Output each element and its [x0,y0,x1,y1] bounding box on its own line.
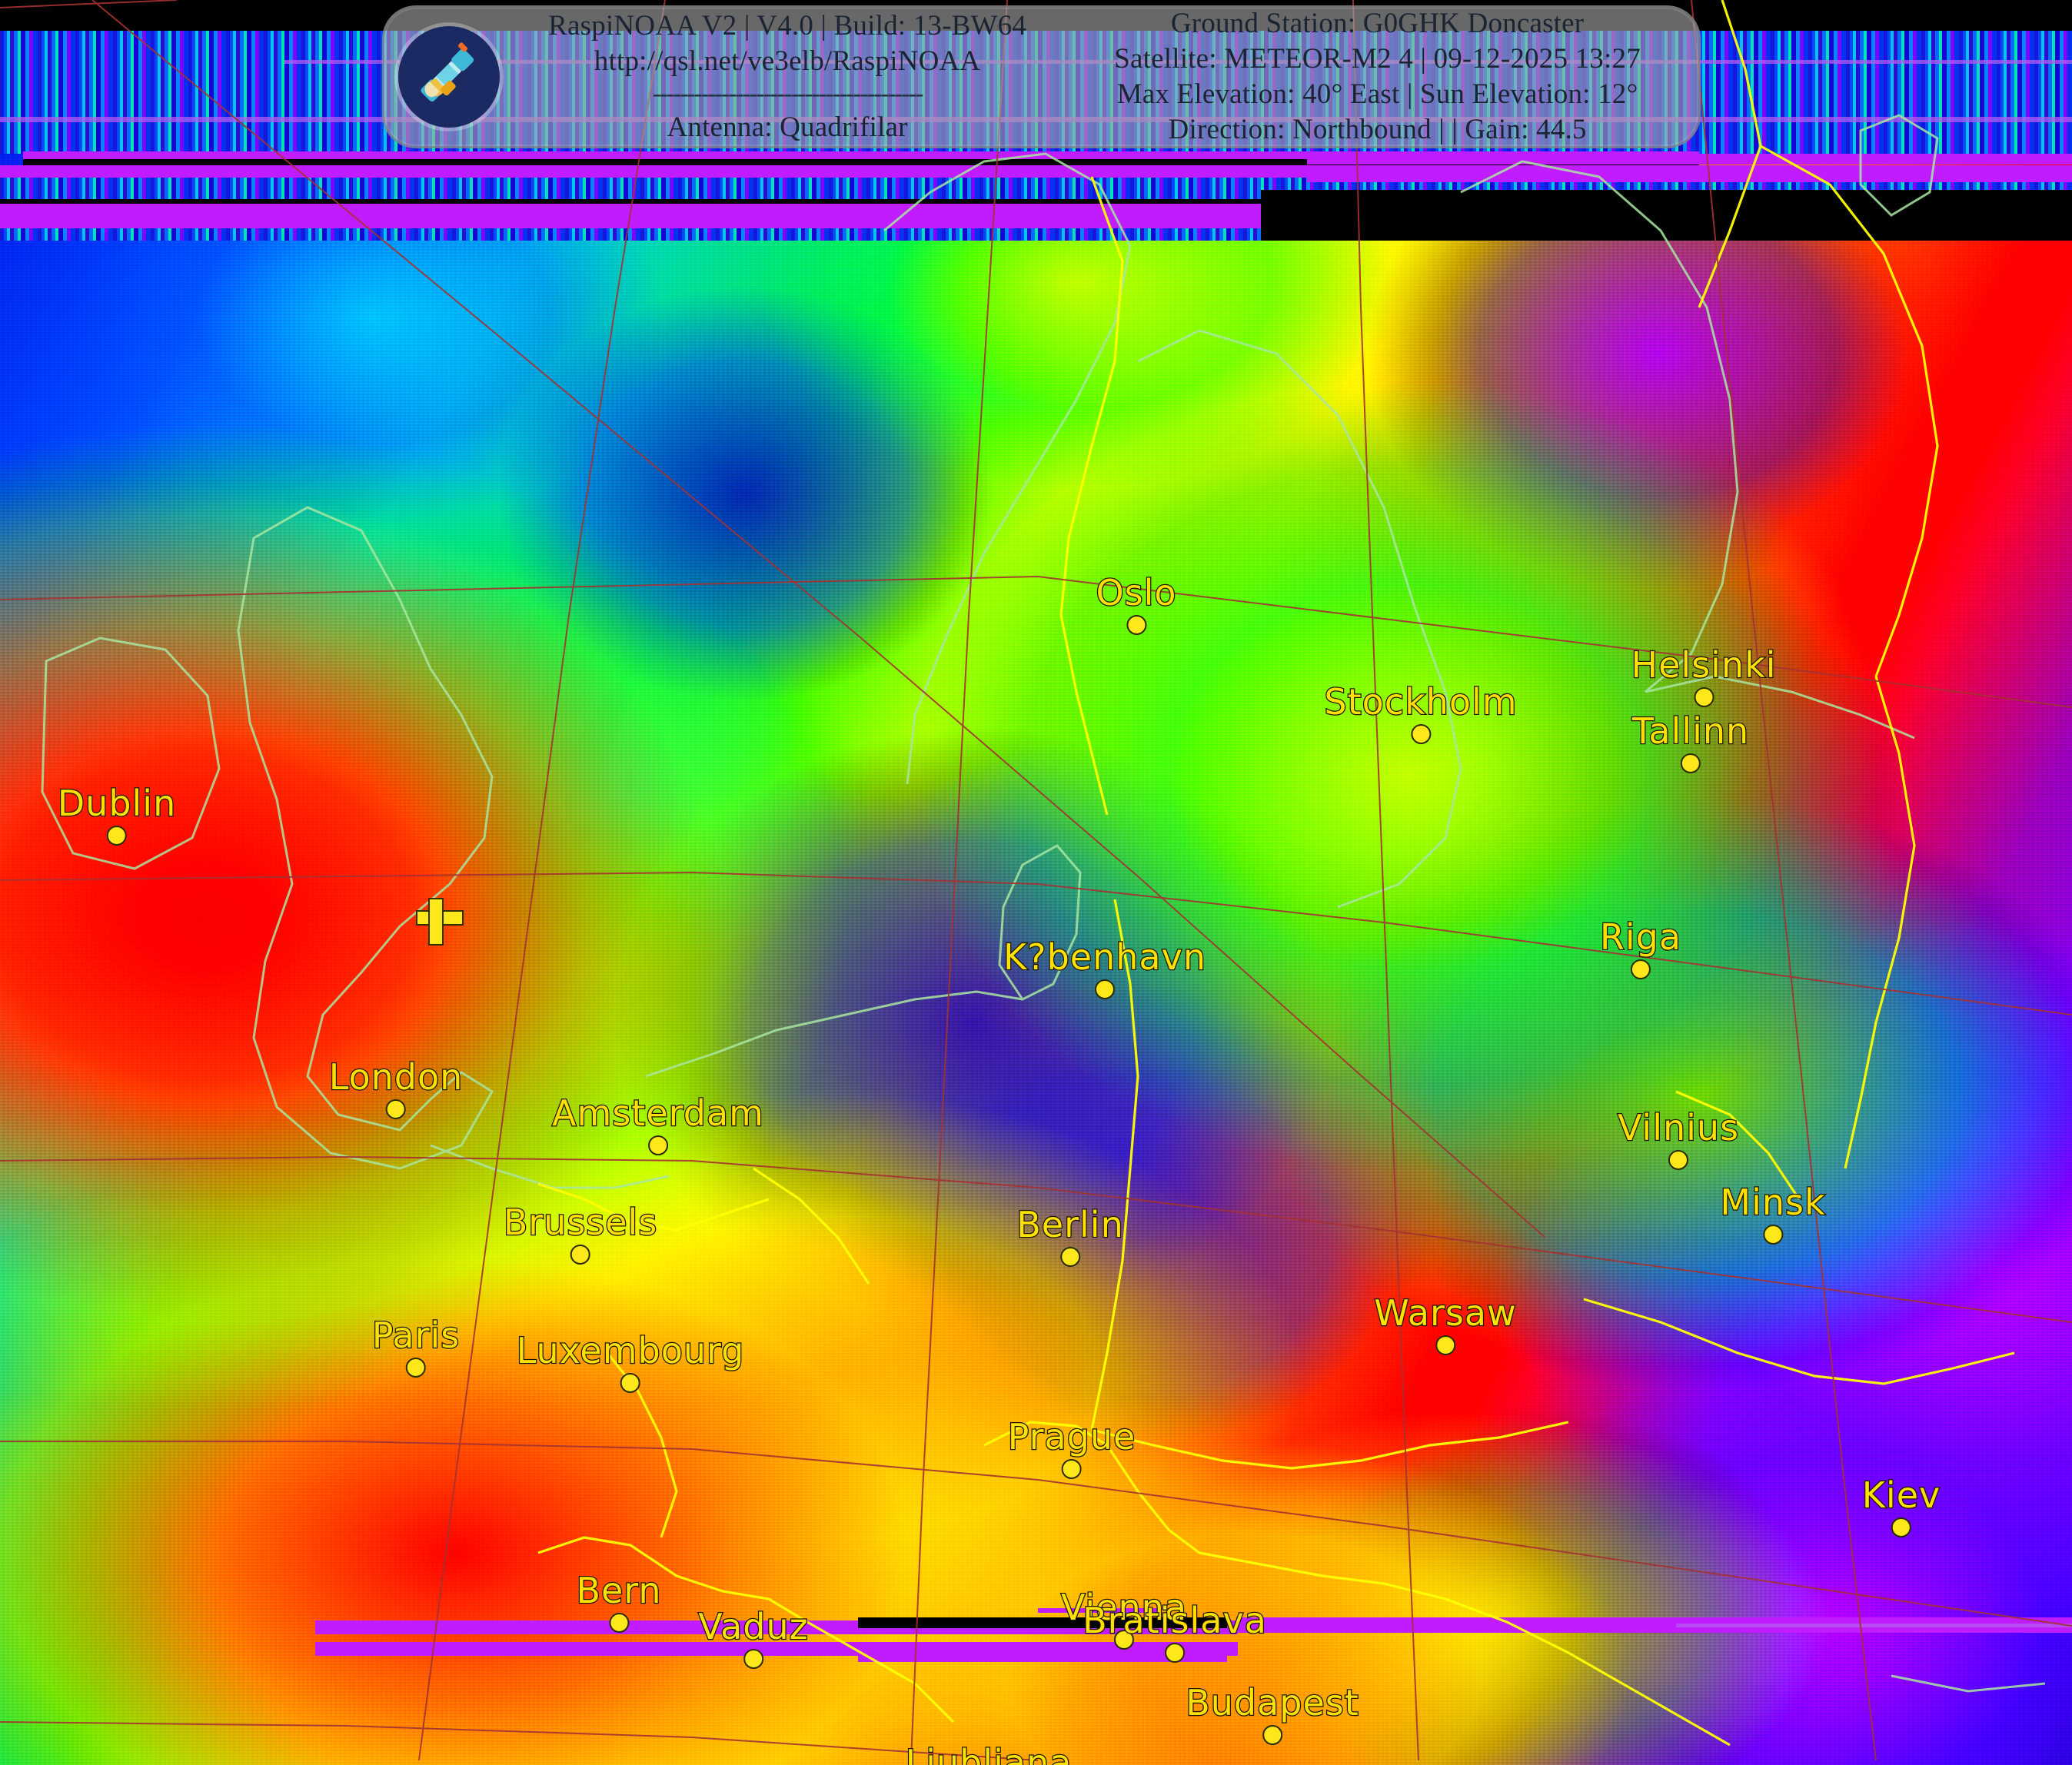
satellite-icon [398,26,500,128]
crosshair-vertical-bar [428,898,444,946]
banner-url-line: http://qsl.net/ve3elb/RaspiNOAA [594,45,981,77]
magenta-block-9 [858,1645,1227,1662]
banner-elevation-line: Max Elevation: 40° East | Sun Elevation:… [1116,78,1638,110]
country-border-layer [537,0,2015,1747]
banner-right-column: Ground Station: G0GHK Doncaster Satellit… [1114,8,1641,146]
black-dropout-4 [858,1617,1227,1628]
magenta-streak-3 [1676,1624,2072,1627]
magenta-block-4 [1307,154,2072,165]
black-dropout-2 [0,199,2072,205]
banner-text-block: RaspiNOAA V2 | V4.0 | Build: 13-BW64 htt… [504,8,1698,146]
magenta-block-10 [1038,1608,1161,1613]
banner-satellite-line: Satellite: METEOR-M2 4 | 09-12-2025 13:2… [1114,43,1641,75]
crosshair-marker [416,898,464,946]
banner-antenna-line: Antenna: Quadrifilar [667,111,908,144]
banner-direction-gain-line: Direction: Northbound | | Gain: 44.5 [1168,113,1587,145]
satellite-icon-glyph [421,42,474,102]
banner-divider-line: --------------------------------------- [652,80,924,108]
banner-left-column: RaspiNOAA V2 | V4.0 | Build: 13-BW64 htt… [548,8,1026,146]
coastline-layer [41,114,2046,1693]
telemetry-banner: RaspiNOAA V2 | V4.0 | Build: 13-BW64 htt… [382,5,1701,148]
banner-ground-station-line: Ground Station: G0GHK Doncaster [1170,8,1585,40]
magenta-block-7 [1236,1617,2072,1633]
black-dropout-3 [1261,190,2072,241]
banner-app-version-line: RaspiNOAA V2 | V4.0 | Build: 13-BW64 [548,9,1027,42]
